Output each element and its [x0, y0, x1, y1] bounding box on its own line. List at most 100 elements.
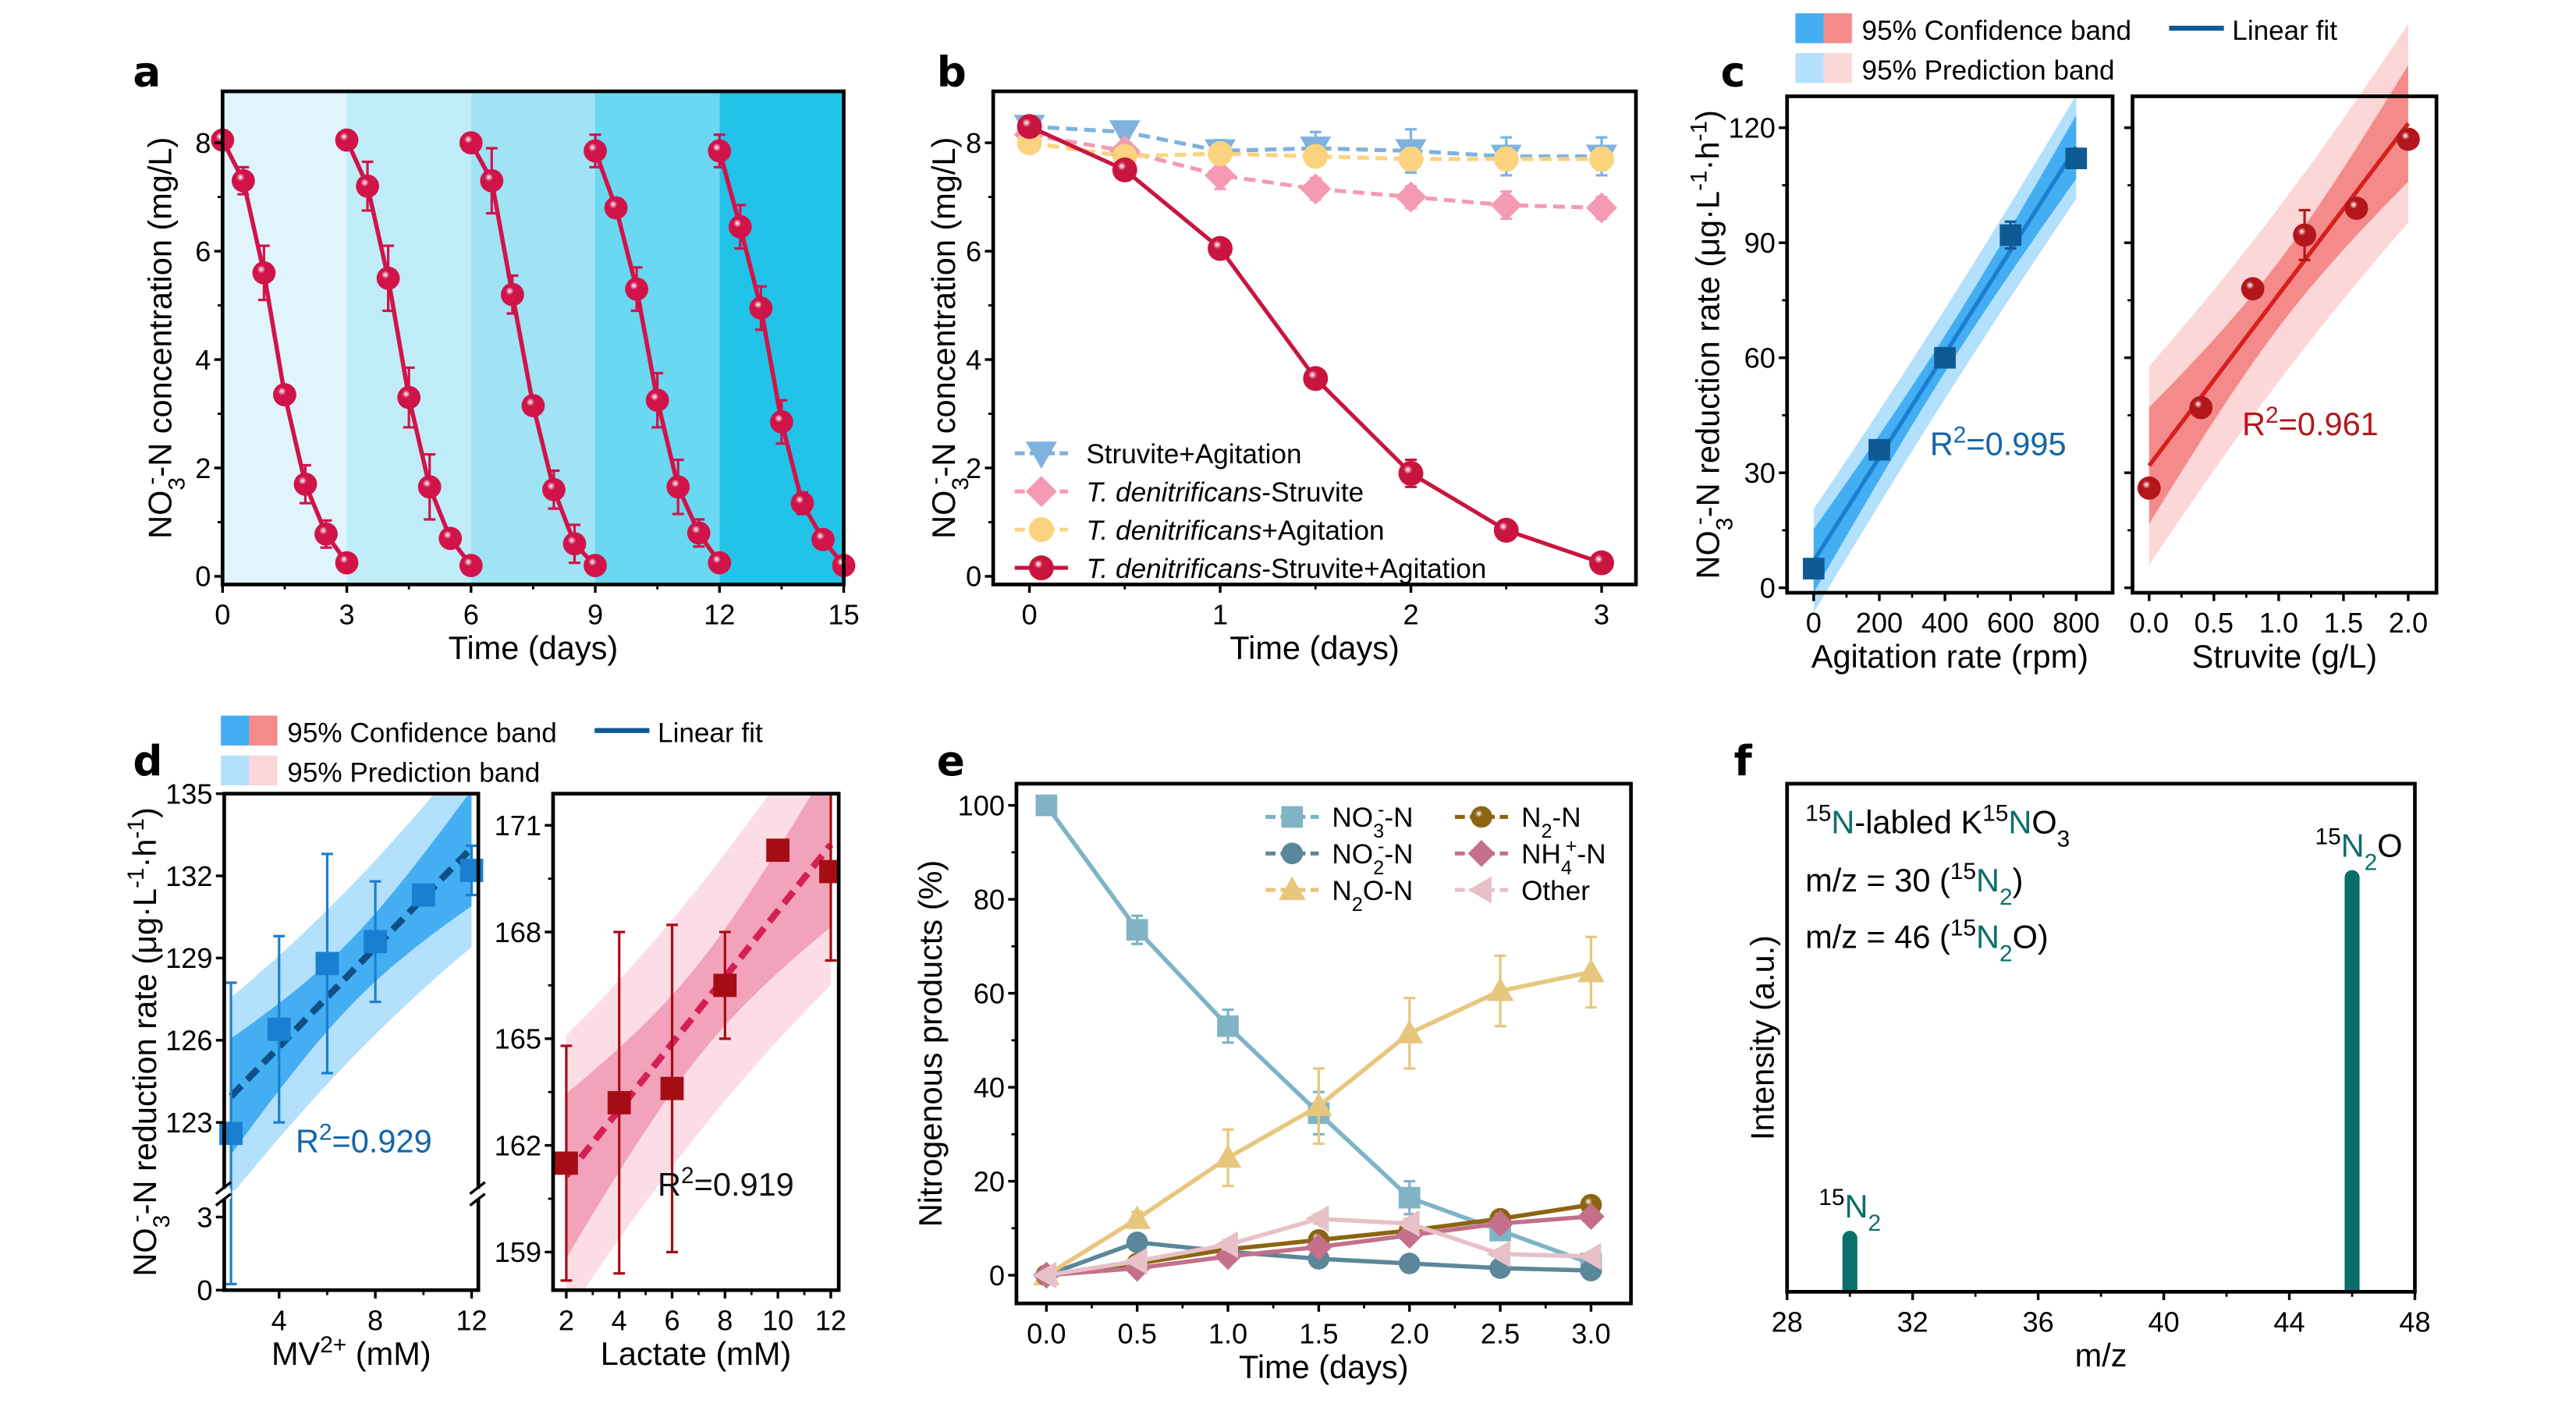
y-tick-label: 0 [966, 561, 981, 593]
plot-frame [1014, 781, 1633, 1306]
y-tick-label: 60 [974, 977, 1005, 1009]
data-point [1109, 120, 1141, 148]
data-point [2189, 395, 2213, 420]
data-point [364, 930, 388, 954]
data-point [2137, 476, 2161, 500]
panel-c-left: R2=0.995 0 200 400 600 800 0 30 60 90 120 Agitation… [1686, 94, 2115, 675]
confidence-swatch-blue [221, 715, 250, 746]
data-point [417, 475, 442, 499]
y-tick-label: 0 [989, 1260, 1005, 1292]
legend-label: N2-N [1521, 803, 1581, 842]
y-tick-label: 8 [195, 127, 211, 159]
x-tick-label: 8 [367, 1304, 383, 1336]
legend-marker [1467, 839, 1496, 867]
x-axis-title: Time (days) [449, 629, 619, 666]
confidence-band-label: 95% Confidence band [287, 718, 557, 749]
confidence-swatch-red [249, 715, 278, 746]
confidence-swatch-red [1823, 13, 1852, 44]
y-tick-label: 120 [1728, 112, 1775, 144]
legend-marker [1028, 517, 1054, 543]
x-tick-label: 9 [587, 598, 603, 630]
data-point [1208, 236, 1233, 261]
data-point [1493, 517, 1519, 543]
data-point [1395, 181, 1427, 213]
legend-label: NO2--N [1332, 835, 1413, 879]
data-point [2293, 223, 2317, 247]
x-tick-label: 2.5 [1481, 1317, 1520, 1349]
prediction-swatch-red [1823, 53, 1852, 83]
y-tick-label: 80 [974, 884, 1005, 916]
y-tick-label: 162 [495, 1129, 541, 1161]
data-point [625, 277, 649, 301]
data-point [273, 383, 296, 407]
y-axis-title: Nitrogenous products (%) [912, 860, 949, 1228]
x-tick-label: 36 [2023, 1306, 2054, 1338]
y-tick-label: 171 [495, 810, 541, 842]
y-tick-label: 60 [1744, 342, 1776, 374]
x-tick-label: 2.0 [2389, 607, 2428, 639]
panel-label-b: b [937, 48, 967, 97]
legend-c: 95% Confidence band 95% Prediction band Li… [1795, 13, 2337, 86]
y-axis-title: NO3--N concentration (mg/L) [138, 137, 190, 539]
x-tick-label: 2 [1403, 598, 1418, 630]
data-point [1305, 1233, 1332, 1261]
linear-fit-label: Linear fit [2232, 16, 2337, 46]
data-point [769, 410, 793, 434]
data-point [2065, 147, 2088, 169]
y-tick-label: 20 [974, 1165, 1005, 1197]
legend-label: T. denitrificans+Agitation [1086, 516, 1384, 546]
y-tick-label: 0 [197, 1274, 212, 1306]
panel-label-e: e [937, 737, 965, 785]
data-point [1396, 1019, 1424, 1044]
annotation-text: 15N-labled K15NO3 [1805, 800, 2070, 852]
x-tick-label: 400 [1921, 607, 1968, 639]
data-point [1035, 794, 1058, 817]
data-point [438, 526, 463, 551]
y-tick-label: 90 [1744, 227, 1776, 259]
legend-label: NO3--N [1332, 799, 1413, 842]
legend-marker [1471, 806, 1492, 828]
data-point [1586, 192, 1617, 224]
y-tick-label: 6 [195, 236, 211, 268]
data-point [819, 859, 839, 884]
legend-label: T. denitrificans-Struvite+Agitation [1086, 554, 1486, 584]
data-point [293, 472, 318, 496]
y-tick-label: 0 [195, 561, 211, 593]
data-point [335, 128, 359, 152]
data-point [1396, 1210, 1420, 1238]
prediction-swatch-red [249, 755, 278, 785]
x-tick-label: 4 [612, 1304, 627, 1336]
data-point [604, 196, 628, 220]
cycle-band [595, 91, 720, 585]
y-axis-title: NO3--N reduction rate (μg·L-1·h-1) [1686, 110, 1737, 579]
panel-c-right: R2=0.961 0.0 0.5 1.0 1.5 2.0 Struvite (g/L) [2124, 23, 2439, 675]
x-axis-title: MV2+ (mM) [271, 1331, 431, 1372]
data-point [728, 214, 752, 239]
r-squared-label: R2=0.919 [658, 1162, 794, 1203]
x-axis-title: m/z [2075, 1337, 2127, 1373]
data-point [1208, 141, 1233, 166]
x-tick-label: 6 [463, 598, 479, 630]
x-tick-label: 0.5 [2195, 607, 2234, 639]
x-tick-label: 44 [2273, 1306, 2305, 1338]
y-tick-label: 168 [495, 916, 541, 948]
data-point [459, 554, 483, 577]
x-tick-label: 1.5 [1299, 1317, 1338, 1349]
y-tick-label: 2 [966, 452, 981, 484]
data-point [1398, 460, 1424, 486]
y-tick-label: 129 [165, 942, 212, 974]
x-tick-label: 12 [456, 1304, 487, 1336]
x-tick-label: 0 [215, 598, 230, 630]
legend-label: Other [1521, 876, 1590, 906]
prediction-band-label: 95% Prediction band [287, 758, 540, 789]
series-line [1045, 803, 1592, 1266]
data-point [376, 266, 400, 290]
data-point [749, 296, 773, 320]
legend-marker [1281, 806, 1304, 828]
data-point [1577, 959, 1605, 983]
legend: Struvite+Agitation T. denitrificans-Struv… [1014, 439, 1486, 584]
data-point [459, 131, 483, 155]
confidence-swatch-blue [1795, 13, 1824, 44]
y-tick-label: 30 [1744, 457, 1776, 489]
x-tick-label: 12 [815, 1304, 846, 1336]
